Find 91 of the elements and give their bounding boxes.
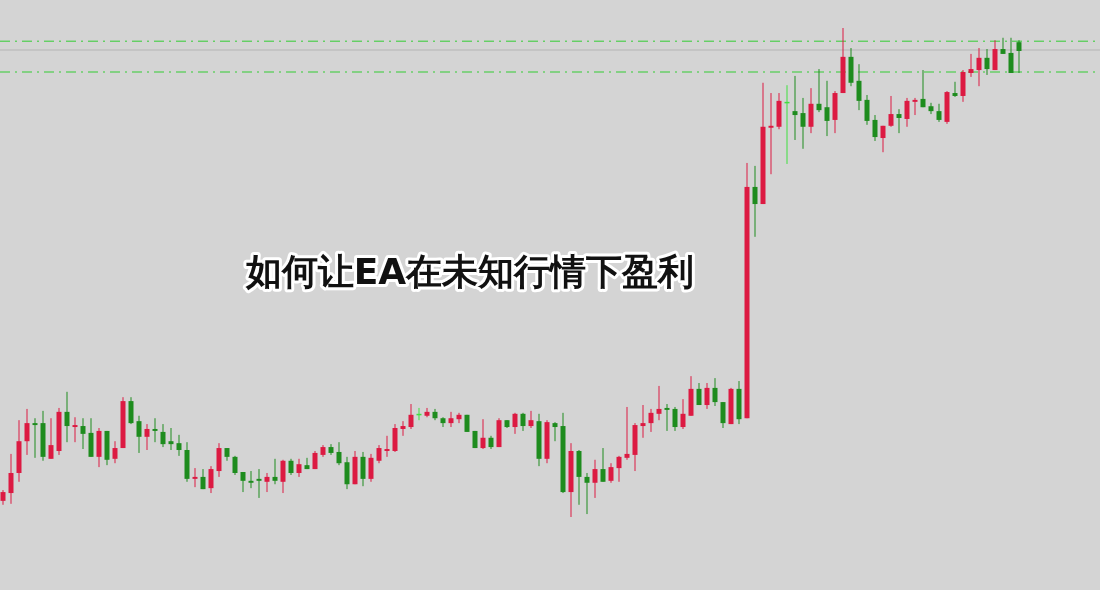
candlestick xyxy=(392,423,398,453)
candlestick xyxy=(208,465,214,494)
candlestick xyxy=(72,416,78,443)
candlestick xyxy=(512,412,518,435)
candlestick xyxy=(808,87,814,134)
candlestick xyxy=(952,81,958,98)
text: 如何让EA在未知行情下盈利 xyxy=(244,251,695,292)
candlestick xyxy=(768,92,774,175)
candlestick xyxy=(232,455,238,476)
candlestick xyxy=(264,472,270,493)
candlestick xyxy=(856,63,862,111)
candlestick xyxy=(248,470,254,489)
candlestick xyxy=(336,441,342,466)
candlestick xyxy=(880,125,886,153)
candlestick xyxy=(440,416,446,428)
candlestick xyxy=(144,423,150,451)
candlestick xyxy=(256,468,262,499)
candlestick xyxy=(376,444,382,464)
candlestick xyxy=(432,408,438,421)
candlestick xyxy=(608,462,614,484)
candlestick xyxy=(904,97,910,128)
candlestick xyxy=(552,421,558,442)
candlestick xyxy=(216,442,222,478)
candlestick xyxy=(656,385,662,421)
candlestick xyxy=(960,69,966,103)
candlestick xyxy=(968,53,974,78)
candlestick xyxy=(992,39,998,71)
candlestick xyxy=(88,417,94,458)
candlestick xyxy=(480,418,486,450)
candlestick xyxy=(368,453,374,483)
candlestick xyxy=(272,458,278,485)
candlestick xyxy=(328,443,334,456)
candlestick xyxy=(928,102,934,115)
candlestick xyxy=(912,97,918,116)
candlestick xyxy=(664,403,670,432)
candlestick xyxy=(800,97,806,150)
candlestick xyxy=(896,108,902,134)
candlestick xyxy=(936,103,942,123)
candlestick xyxy=(1008,37,1014,74)
candlestick xyxy=(824,80,830,137)
candlestick xyxy=(520,412,526,432)
candlestick xyxy=(648,408,654,433)
candlestick xyxy=(976,47,982,87)
candlestick xyxy=(864,94,870,126)
candlestick xyxy=(192,467,198,488)
candlestick xyxy=(24,408,30,456)
candlestick xyxy=(8,453,14,505)
candlestick xyxy=(128,396,134,425)
candlestick xyxy=(640,404,646,439)
candlestick xyxy=(712,377,718,407)
candlestick xyxy=(152,417,158,443)
candlestick xyxy=(64,391,70,443)
candlestick xyxy=(384,435,390,458)
candlestick xyxy=(80,417,86,450)
candlestick xyxy=(720,401,726,429)
candlestick xyxy=(424,407,430,418)
candlestick xyxy=(624,406,630,461)
candlestick xyxy=(672,406,678,432)
candlestick xyxy=(344,456,350,490)
candlestick xyxy=(1000,37,1006,55)
candlestick xyxy=(304,457,310,470)
candlestick xyxy=(160,423,166,448)
candlestick xyxy=(280,459,286,494)
candlestick xyxy=(240,471,246,493)
candlestick xyxy=(584,472,590,515)
candlestick xyxy=(48,417,54,460)
candlestick xyxy=(448,411,454,428)
candlestick xyxy=(600,447,606,483)
candlestick xyxy=(920,69,926,108)
candlestick xyxy=(1016,39,1022,74)
candlestick xyxy=(680,398,686,430)
candlestick xyxy=(704,382,710,410)
candlestick xyxy=(592,459,598,499)
candlestick xyxy=(528,410,534,429)
candlestick xyxy=(112,440,118,464)
candlestick xyxy=(872,114,878,142)
candlestick xyxy=(616,455,622,483)
candlestick xyxy=(296,458,302,478)
candlestick xyxy=(984,48,990,76)
candlestick xyxy=(168,427,174,451)
candlestick xyxy=(408,403,414,430)
candlestick xyxy=(136,415,142,454)
candlestick xyxy=(752,165,758,238)
candlestick xyxy=(456,412,462,424)
candlestick xyxy=(888,95,894,128)
candlestick xyxy=(816,68,822,113)
candlestick xyxy=(360,451,366,487)
candlestick xyxy=(792,75,798,141)
candlestick xyxy=(400,420,406,437)
candlestick xyxy=(32,417,38,459)
candlestick xyxy=(176,434,182,457)
